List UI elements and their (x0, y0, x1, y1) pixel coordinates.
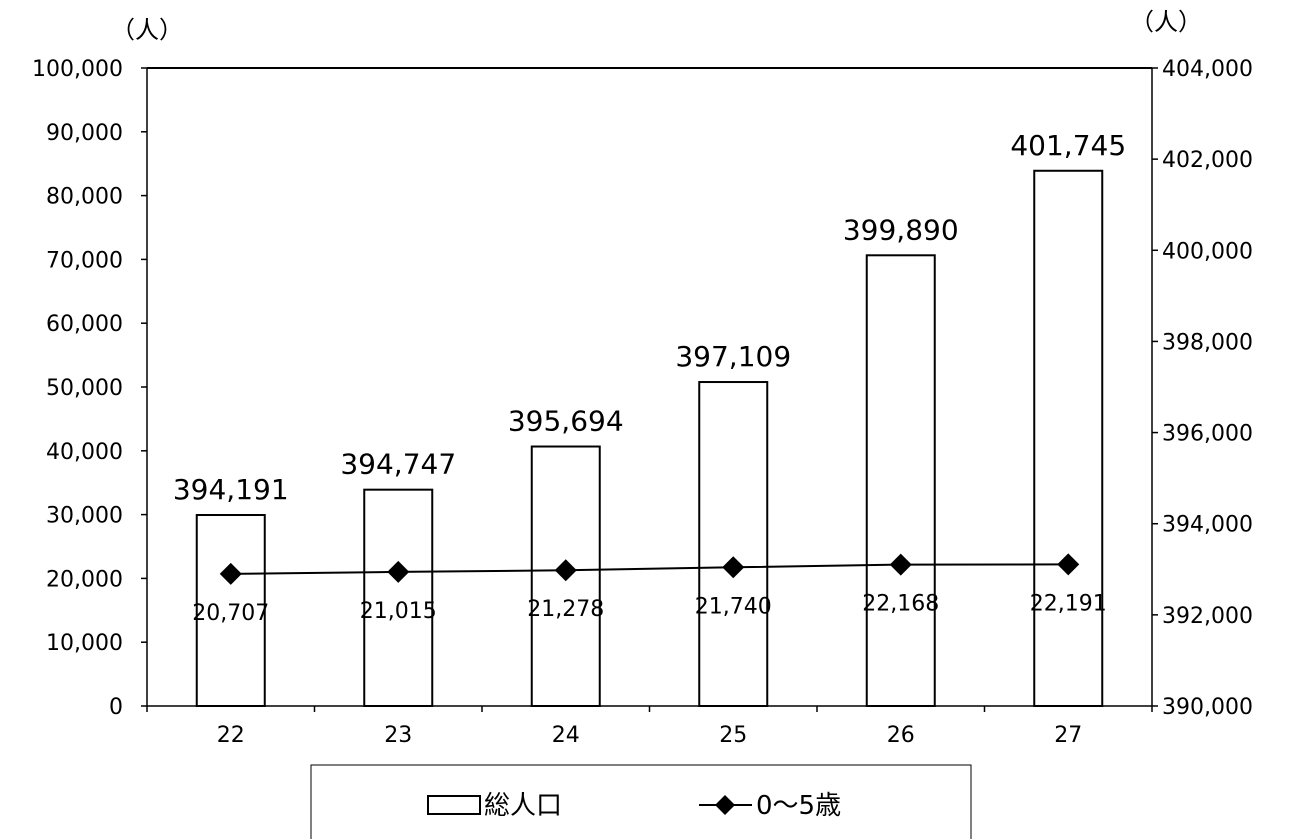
line-point-25 (722, 556, 745, 579)
left-axis-unit: （人） (111, 16, 183, 44)
legend: 総人口 0～5歳 (310, 764, 972, 839)
left-tick-label: 80,000 (46, 185, 123, 210)
line-value-label: 21,015 (360, 599, 437, 624)
line-0-5 (230, 563, 1069, 575)
line-point-24 (554, 559, 577, 582)
line-value-label: 21,278 (527, 597, 604, 622)
right-tick-label: 398,000 (1162, 330, 1253, 355)
right-tick-label: 400,000 (1162, 239, 1253, 264)
bar-22 (195, 514, 266, 707)
line-value-label: 20,707 (192, 601, 269, 626)
left-tick-label: 70,000 (46, 248, 123, 273)
bar-23 (363, 488, 434, 707)
axes-layer: 0 10,000 20,000 30,000 40,000 50,000 60,000 70,… (32, 8, 1253, 748)
labels-layer: 394,191 394,747 395,694 397,109 399,890 401,7… (173, 129, 1126, 626)
left-tick-label: 20,000 (46, 567, 123, 592)
line-value-label: 22,168 (862, 592, 939, 617)
legend-box (310, 764, 972, 839)
left-tick-label: 100,000 (32, 57, 123, 82)
legend-label-age: 0～5歳 (756, 791, 841, 821)
x-tick-label: 27 (1054, 723, 1082, 748)
x-tick-label: 25 (719, 723, 747, 748)
left-tick-label: 90,000 (46, 121, 123, 146)
line-point-22 (219, 562, 242, 585)
line-layer (219, 553, 1080, 585)
left-tick-label: 50,000 (46, 376, 123, 401)
line-point-23 (387, 560, 410, 583)
right-tick-label: 396,000 (1162, 422, 1253, 447)
right-tick-label: 392,000 (1162, 604, 1253, 629)
x-tick-label: 23 (384, 723, 412, 748)
x-tick-label: 24 (552, 723, 580, 748)
right-tick-label: 404,000 (1162, 57, 1253, 82)
legend-diamond-icon (715, 795, 735, 815)
bar-value-label: 395,694 (508, 405, 624, 438)
bar-value-label: 394,747 (340, 448, 456, 481)
bar-value-label: 394,191 (173, 473, 289, 506)
bar-26 (865, 254, 936, 707)
bar-27 (1033, 169, 1104, 708)
right-tick-label: 394,000 (1162, 513, 1253, 538)
bars-layer (195, 169, 1104, 708)
legend-bar-swatch (427, 795, 481, 815)
x-tick-label: 26 (887, 723, 915, 748)
left-tick-label: 30,000 (46, 504, 123, 529)
right-tick-label: 390,000 (1162, 695, 1253, 720)
x-tick-label: 22 (217, 723, 245, 748)
left-tick-label: 40,000 (46, 440, 123, 465)
line-point-26 (889, 553, 912, 576)
bar-value-label: 399,890 (843, 213, 959, 246)
line-value-label: 21,740 (695, 594, 772, 619)
legend-label-total: 総人口 (484, 791, 562, 821)
right-tick-label: 402,000 (1162, 148, 1253, 173)
line-value-label: 22,191 (1030, 591, 1107, 616)
left-tick-label: 0 (109, 695, 123, 720)
right-axis-unit: （人） (1130, 8, 1202, 36)
bar-value-label: 401,745 (1010, 129, 1126, 162)
line-point-27 (1057, 553, 1080, 576)
left-tick-label: 10,000 (46, 631, 123, 656)
bar-25 (698, 381, 769, 707)
left-tick-label: 60,000 (46, 312, 123, 337)
bar-value-label: 397,109 (675, 340, 791, 373)
